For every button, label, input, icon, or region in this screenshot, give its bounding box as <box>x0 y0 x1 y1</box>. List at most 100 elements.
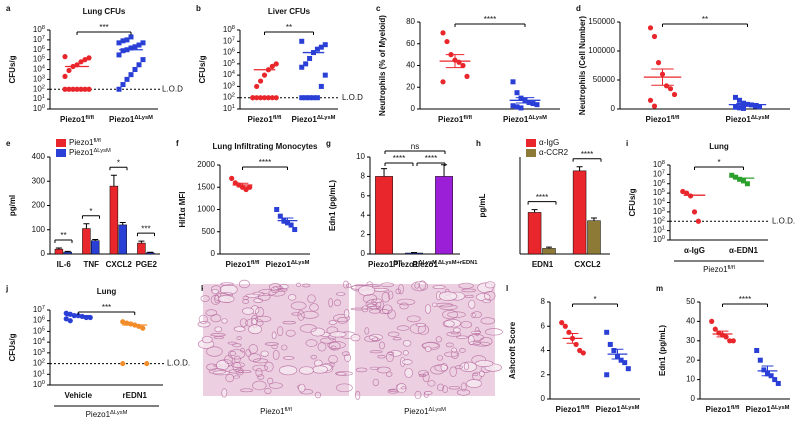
data-point <box>562 323 568 329</box>
tissue-texture <box>212 370 230 376</box>
tissue-texture <box>330 345 337 350</box>
tissue-texture <box>307 294 316 304</box>
tissue-texture <box>396 298 416 306</box>
significance-label: * <box>89 207 92 216</box>
panel-title: Lung Infiltrating Monocytes <box>213 142 318 151</box>
data-point <box>518 95 524 101</box>
tissue-texture <box>305 339 318 347</box>
panel-title: Lung CFUs <box>83 7 126 16</box>
tissue-texture <box>385 351 394 363</box>
tissue-texture <box>271 331 277 340</box>
y-tick-label: 0 <box>361 249 366 258</box>
data-point <box>651 103 658 109</box>
data-point <box>741 105 746 111</box>
tissue-texture <box>414 282 420 289</box>
y-tick-label: 0 <box>541 394 546 403</box>
tissue-texture <box>239 318 248 327</box>
y-tick-label: 6 <box>361 191 366 200</box>
tissue-texture <box>248 353 262 363</box>
tissue-texture <box>401 359 413 365</box>
tissue-texture <box>272 349 280 360</box>
tissue-texture <box>424 304 432 314</box>
y-tick-label: 101 <box>653 225 665 235</box>
tissue-texture <box>355 390 361 400</box>
y-tick-label: 2000 <box>197 160 215 169</box>
significance-label: ** <box>60 231 66 240</box>
bar <box>137 242 146 255</box>
tissue-texture <box>448 385 461 390</box>
significance-label: *** <box>141 224 150 233</box>
tissue-texture <box>320 337 336 344</box>
data-point <box>63 316 69 322</box>
tissue-texture <box>395 288 401 295</box>
data-point <box>314 95 320 101</box>
data-point <box>78 86 84 92</box>
y-tick-label: 10 <box>356 152 365 161</box>
x-tick-label: Piezo1fl/fl <box>248 115 282 125</box>
tissue-texture <box>436 383 445 392</box>
y-axis-label: pg/mL <box>478 193 487 217</box>
tissue-texture <box>358 285 376 296</box>
tissue-texture <box>245 293 260 298</box>
y-tick-label: 105 <box>223 58 235 68</box>
data-point <box>299 95 305 101</box>
y-tick-label: 107 <box>33 34 45 44</box>
tissue-texture <box>436 355 444 361</box>
y-tick-label: 103 <box>223 81 235 91</box>
significance-label: ** <box>286 23 292 32</box>
data-point <box>580 350 586 356</box>
legend-swatch <box>526 149 536 157</box>
tissue-texture <box>240 388 254 393</box>
tissue-texture <box>236 336 243 340</box>
y-axis-label: Edn1 (pg/mL) <box>658 325 667 376</box>
error-bar <box>236 182 249 188</box>
tissue-texture <box>298 383 306 393</box>
y-tick-label: 108 <box>653 160 665 170</box>
bar <box>109 185 119 255</box>
lod-label: L.O.D. <box>772 216 795 225</box>
y-tick-label: 104 <box>33 337 46 347</box>
tissue-texture <box>387 309 396 320</box>
y-tick-label: 107 <box>653 169 665 179</box>
tissue-texture <box>310 327 326 337</box>
tissue-texture <box>328 298 334 308</box>
significance-label: * <box>717 158 720 167</box>
y-tick-label: 50 <box>686 297 695 306</box>
y-tick-label: 40 <box>686 317 695 326</box>
x-tick-label: α-EDN1 <box>729 246 758 255</box>
y-tick-label: 1000 <box>197 205 215 214</box>
tissue-texture <box>255 368 263 378</box>
data-point <box>62 86 68 92</box>
tissue-texture <box>377 354 386 359</box>
tissue-texture <box>208 368 227 375</box>
tissue-texture <box>257 374 265 380</box>
error-bar <box>611 348 624 360</box>
tissue-texture <box>434 364 449 372</box>
tissue-texture <box>201 336 213 344</box>
y-tick-label: 20 <box>686 355 695 364</box>
bar <box>82 228 91 255</box>
tissue-texture <box>480 317 496 325</box>
y-axis-label: CFUs/g <box>8 55 17 83</box>
tissue-texture <box>218 294 235 303</box>
data-point <box>318 44 324 50</box>
tissue-texture <box>458 282 474 289</box>
data-point <box>733 104 738 110</box>
tissue-texture <box>415 323 427 327</box>
lod-label: L.O.D <box>162 84 183 93</box>
tissue-texture <box>310 354 318 360</box>
data-point <box>775 380 781 386</box>
tissue-texture <box>471 331 482 334</box>
y-axis-label: Edn1 (pg/mL) <box>328 180 337 231</box>
data-point <box>136 62 142 68</box>
y-tick-label: 8 <box>361 172 366 181</box>
panel-letter: c <box>376 4 381 13</box>
tissue-texture <box>333 313 351 323</box>
tissue-texture <box>439 304 458 311</box>
tissue-texture <box>257 292 271 301</box>
y-tick-label: 100000 <box>588 46 615 55</box>
data-point <box>132 67 138 72</box>
data-point <box>566 329 572 335</box>
error-bar <box>138 240 145 244</box>
tissue-texture <box>341 351 350 357</box>
